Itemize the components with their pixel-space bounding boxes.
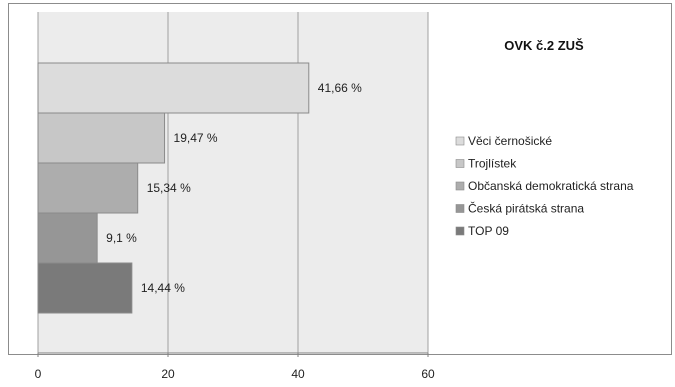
data-label: 9,1 % xyxy=(106,231,137,245)
data-label: 15,34 % xyxy=(147,181,191,195)
bar xyxy=(37,212,98,264)
legend-item-label: Česká pirátská strana xyxy=(468,201,584,216)
x-tick-label: 60 xyxy=(421,367,435,381)
data-labels: 41,66 % 19,47 % 15,34 % 9,1 % 14,44 % xyxy=(106,81,362,295)
legend-swatch xyxy=(455,204,465,213)
bars xyxy=(37,62,310,314)
legend-item-label: TOP 09 xyxy=(468,224,509,238)
x-tick-label: 20 xyxy=(161,367,175,381)
x-tick-label: 40 xyxy=(291,367,305,381)
data-label: 41,66 % xyxy=(318,81,362,95)
bar xyxy=(37,162,139,214)
legend-swatch xyxy=(455,136,465,146)
bar xyxy=(37,262,133,314)
legend-item-label: Trojlístek xyxy=(468,157,517,171)
bar xyxy=(37,62,310,114)
chart-title: OVK č.2 ZUŠ xyxy=(504,38,584,53)
x-axis-ticks: 0 20 40 60 xyxy=(35,352,435,381)
x-tick-label: 0 xyxy=(35,367,42,381)
legend-swatch xyxy=(455,159,465,168)
legend-item-label: Občanská demokratická strana xyxy=(468,179,634,193)
chart-frame xyxy=(8,3,672,355)
legend-swatch xyxy=(455,226,465,236)
bar xyxy=(37,112,166,164)
legend: Věci černošické Trojlístek Občanská demokr… xyxy=(455,134,634,238)
legend-item-label: Věci černošické xyxy=(468,134,552,148)
data-label: 14,44 % xyxy=(141,281,185,295)
legend-swatch xyxy=(455,181,465,191)
data-label: 19,47 % xyxy=(174,131,218,145)
